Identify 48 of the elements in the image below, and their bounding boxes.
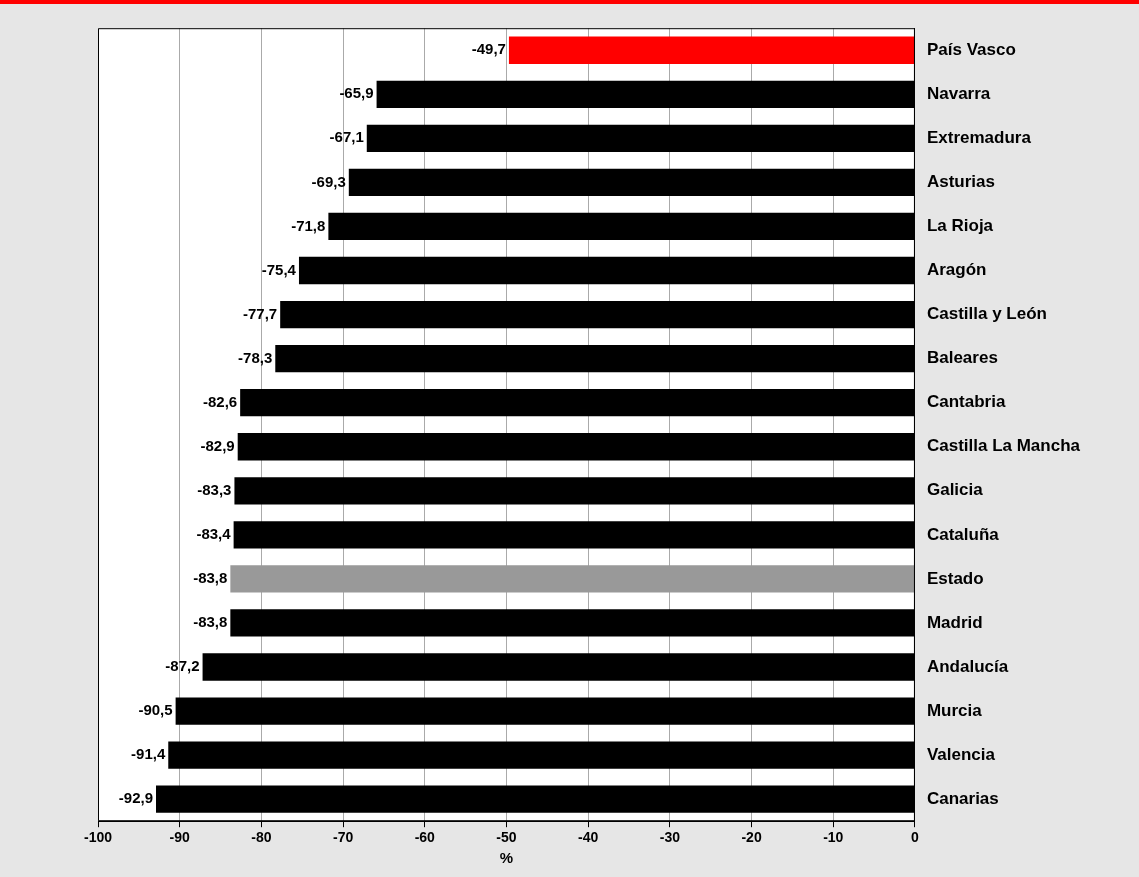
y-tick-label: Navarra [926,83,991,103]
data-label: -75,4 [261,260,297,278]
x-axis-title: % [499,849,514,867]
x-tick-label: -40 [578,829,599,846]
data-label: -82,9 [200,436,235,454]
y-tick-label: Andalucía [926,656,1009,676]
x-tick-label: -90 [169,829,191,846]
data-label: -65,9 [339,84,374,102]
x-tick-label: -80 [251,829,272,846]
data-label: -49,7 [471,40,506,58]
x-tick-label: -20 [741,829,762,846]
data-label: -83,8 [193,569,228,587]
y-tick-label: Cataluña [926,524,1000,544]
y-tick-label: Castilla y León [926,304,1047,324]
y-tick-label: Aragón [926,260,987,280]
y-tick-label: Valencia [926,744,996,764]
y-tick-label: Baleares [926,348,998,368]
y-tick-label: Canarias [926,788,999,808]
x-tick-label: -10 [823,829,844,846]
data-label: -83,4 [196,524,232,542]
data-label: -82,6 [202,392,238,410]
y-tick-label: Madrid [926,612,983,632]
y-tick-label: Murcia [926,700,983,720]
x-tick-label: -100 [83,829,113,846]
y-tick-label: País Vasco [926,39,1016,59]
y-tick-label: Galicia [926,480,984,500]
y-tick-label: Estado [926,568,984,588]
x-tick-label: -60 [414,829,436,846]
data-label: -78,3 [238,348,273,366]
data-label: -83,3 [197,480,232,498]
data-label: -71,8 [291,216,326,234]
data-label: -91,4 [131,745,166,763]
data-label: -67,1 [329,128,364,146]
data-label: -87,2 [165,657,200,675]
data-label: -77,7 [242,304,278,322]
x-tick-label: -50 [496,829,517,846]
y-tick-label: La Rioja [926,216,994,236]
x-tick-label: -70 [332,829,354,846]
data-label: -69,3 [311,172,346,190]
y-tick-label: Asturias [926,172,995,192]
data-label: -90,5 [138,701,173,719]
data-label: -92,9 [118,789,153,807]
y-tick-label: Extremadura [926,128,1032,148]
y-tick-label: Cantabria [926,392,1006,412]
x-tick-label: -30 [659,829,681,846]
y-tick-label: Castilla La Mancha [926,436,1081,456]
data-label: -83,8 [193,613,228,631]
x-tick-label: 0 [911,829,920,846]
